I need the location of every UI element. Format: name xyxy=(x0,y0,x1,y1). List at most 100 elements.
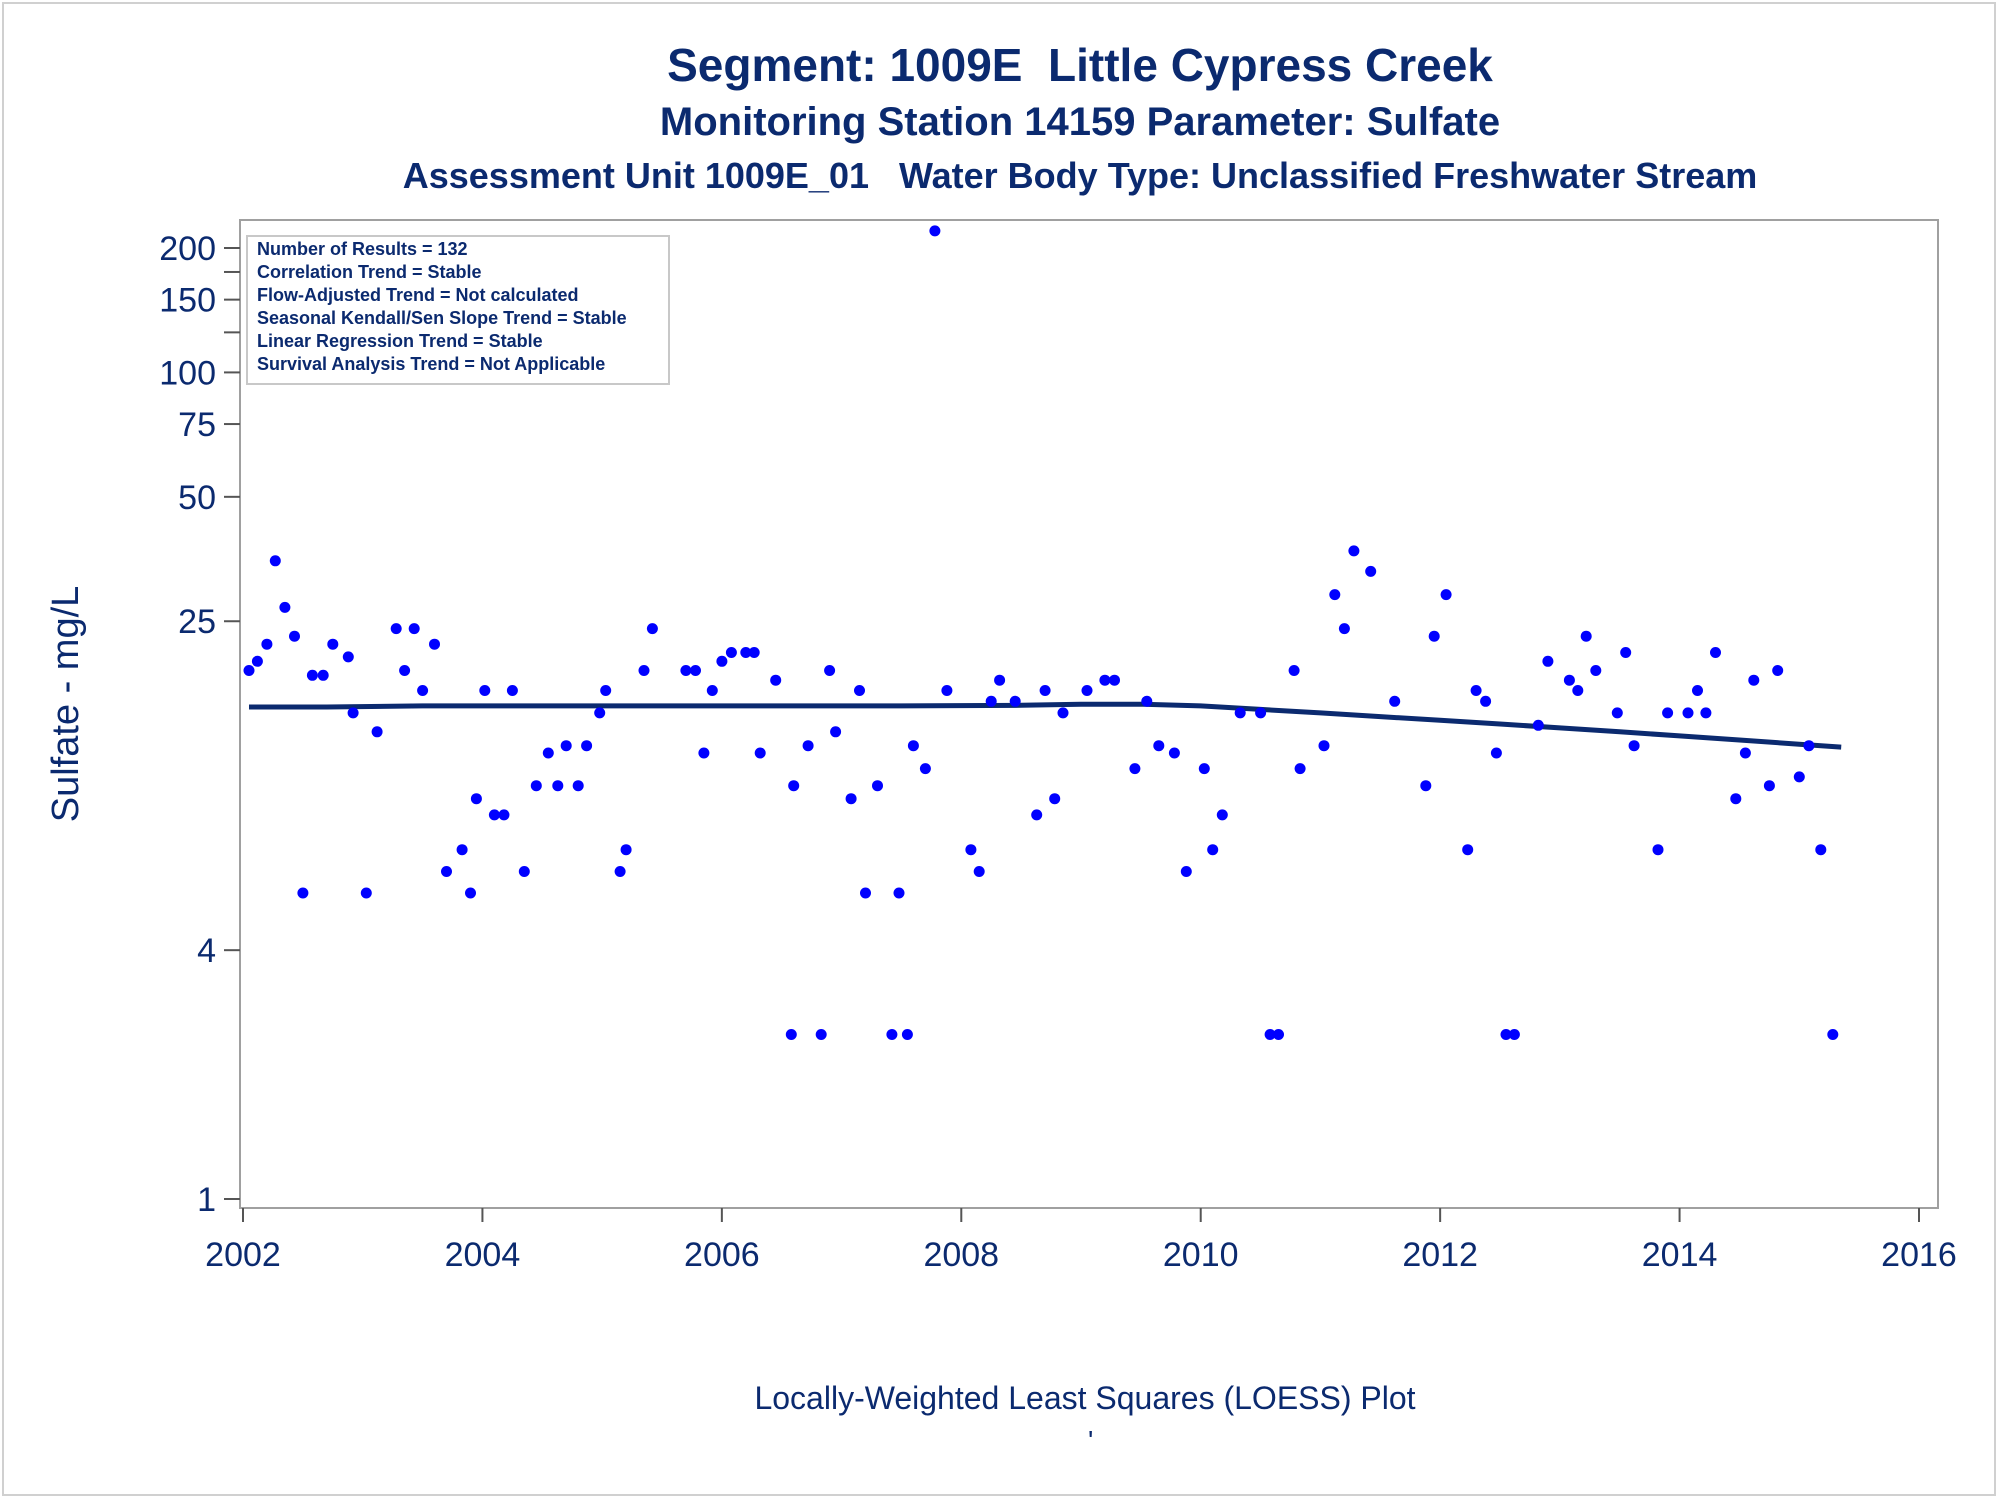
data-point xyxy=(770,674,782,686)
data-point xyxy=(408,623,420,635)
data-point xyxy=(802,740,814,752)
x-tick-label: 2008 xyxy=(923,1236,999,1274)
data-point xyxy=(638,665,650,676)
data-point xyxy=(594,707,606,719)
data-point xyxy=(251,655,263,667)
data-point xyxy=(1490,747,1502,759)
data-point xyxy=(347,707,359,719)
plot-area-frame xyxy=(239,219,1939,1209)
data-point xyxy=(1141,695,1153,707)
data-point xyxy=(600,685,612,696)
data-point xyxy=(470,793,482,805)
data-point xyxy=(1572,685,1584,696)
data-point xyxy=(1652,844,1664,856)
data-point xyxy=(1198,763,1210,775)
stats-box-line: Correlation Trend = Stable xyxy=(257,262,482,282)
data-point xyxy=(919,763,931,775)
data-point xyxy=(1329,589,1341,601)
data-point xyxy=(1462,844,1474,856)
data-point xyxy=(269,555,281,567)
data-point xyxy=(243,665,255,676)
axes: 1 4 25 50 75 100 150 200 2002 2004 2006 2008 2010 201… xyxy=(45,219,1957,1274)
data-point xyxy=(1480,695,1492,707)
y-tick-label: 75 xyxy=(178,406,216,444)
data-point xyxy=(1294,763,1306,775)
data-point xyxy=(1168,747,1180,759)
data-point xyxy=(1590,665,1602,676)
data-point xyxy=(785,1029,797,1040)
data-point xyxy=(1772,665,1784,676)
y-tick-label: 100 xyxy=(159,354,216,392)
data-point xyxy=(1763,780,1775,792)
data-point xyxy=(1031,809,1043,821)
data-point xyxy=(506,685,518,696)
chart-subtitle: Monitoring Station 14159 Parameter: Sulf… xyxy=(659,100,1501,144)
y-axis-label: Sulfate - mg/L xyxy=(45,586,87,823)
stats-box-line: Survival Analysis Trend = Not Applicable xyxy=(257,354,605,374)
data-point xyxy=(941,685,953,696)
data-point xyxy=(498,809,510,821)
data-point xyxy=(1099,674,1111,686)
data-point xyxy=(1207,844,1219,856)
data-point xyxy=(620,844,632,856)
data-point xyxy=(994,674,1006,686)
stats-box: Number of Results = 132 Correlation Trend… xyxy=(246,235,670,385)
data-point xyxy=(1338,623,1350,635)
data-point xyxy=(441,866,452,877)
data-point xyxy=(1389,695,1401,707)
data-point xyxy=(1827,1029,1839,1040)
y-tick-label: 200 xyxy=(159,230,216,268)
data-point xyxy=(1039,685,1051,696)
data-point xyxy=(985,695,997,707)
data-point xyxy=(1234,707,1246,719)
data-point xyxy=(1348,545,1360,557)
data-point xyxy=(748,647,760,658)
data-point xyxy=(1793,771,1805,783)
data-point xyxy=(1500,1029,1512,1040)
data-point xyxy=(317,669,329,681)
data-point xyxy=(973,866,985,877)
data-point xyxy=(1542,655,1554,667)
data-point xyxy=(690,665,701,676)
data-point xyxy=(830,726,842,738)
loess-line xyxy=(249,701,1842,750)
data-point xyxy=(965,844,977,856)
data-point xyxy=(893,887,905,899)
stats-box-border xyxy=(246,235,670,385)
data-point xyxy=(1700,707,1712,719)
footnote-mark: ' xyxy=(1088,1425,1094,1456)
data-point xyxy=(327,638,339,650)
data-point xyxy=(901,1029,913,1040)
data-point xyxy=(1563,674,1575,686)
data-point xyxy=(680,665,692,676)
footnote: Locally-Weighted Least Squares (LOESS) P… xyxy=(754,1380,1416,1416)
data-point xyxy=(1081,685,1093,696)
data-point xyxy=(1748,674,1760,686)
data-point xyxy=(518,866,530,877)
x-tick-label: 2016 xyxy=(1881,1236,1957,1274)
stats-box-line: Linear Regression Trend = Stable xyxy=(257,331,543,351)
data-point xyxy=(824,665,836,676)
data-point xyxy=(429,638,440,650)
data-point xyxy=(1365,565,1377,577)
data-point xyxy=(1255,707,1267,719)
data-point xyxy=(1264,1029,1276,1040)
data-point xyxy=(456,844,468,856)
data-point xyxy=(740,647,752,658)
y-tick-label: 50 xyxy=(178,479,216,517)
data-point xyxy=(306,669,318,681)
data-point xyxy=(1428,630,1440,642)
stats-box-line: Number of Results = 132 xyxy=(257,239,468,259)
data-point xyxy=(646,623,658,635)
data-point xyxy=(1153,740,1165,752)
data-point xyxy=(1288,665,1300,676)
x-tick-label: 2010 xyxy=(1163,1236,1239,1274)
chart-subtitle-2: Assessment Unit 1009E_01 Water Body Type… xyxy=(402,155,1758,196)
data-point xyxy=(1628,740,1640,752)
data-point xyxy=(1620,647,1632,658)
data-point xyxy=(845,793,857,805)
data-point xyxy=(1009,695,1021,707)
data-point xyxy=(1440,589,1452,601)
x-tick-label: 2006 xyxy=(684,1236,760,1274)
